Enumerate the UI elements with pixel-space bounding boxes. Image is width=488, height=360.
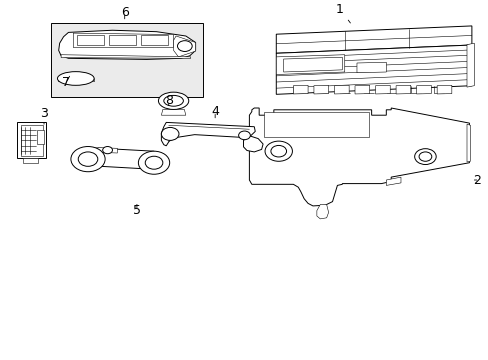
Ellipse shape — [163, 95, 183, 106]
Polygon shape — [293, 85, 307, 94]
Polygon shape — [17, 122, 46, 158]
Polygon shape — [466, 43, 473, 87]
Polygon shape — [173, 36, 195, 57]
Text: 4: 4 — [211, 105, 219, 118]
Polygon shape — [98, 148, 117, 153]
Polygon shape — [466, 124, 469, 162]
Polygon shape — [77, 35, 104, 45]
Polygon shape — [51, 23, 203, 97]
Polygon shape — [161, 122, 255, 146]
Polygon shape — [249, 108, 468, 206]
Polygon shape — [109, 35, 136, 45]
Polygon shape — [243, 136, 263, 152]
Circle shape — [177, 41, 192, 51]
Text: 5: 5 — [133, 204, 141, 217]
Polygon shape — [141, 35, 167, 45]
Polygon shape — [23, 158, 38, 163]
Text: 1: 1 — [335, 3, 350, 23]
Polygon shape — [416, 85, 430, 94]
Polygon shape — [283, 57, 342, 72]
Polygon shape — [276, 55, 344, 75]
Polygon shape — [386, 177, 400, 185]
Polygon shape — [375, 85, 389, 94]
Polygon shape — [334, 85, 348, 94]
Text: 2: 2 — [472, 174, 480, 186]
Polygon shape — [61, 55, 190, 58]
Polygon shape — [161, 109, 185, 115]
Polygon shape — [264, 112, 368, 137]
Polygon shape — [276, 45, 471, 94]
Polygon shape — [313, 85, 328, 94]
Circle shape — [418, 152, 431, 161]
Circle shape — [270, 145, 286, 157]
Text: 6: 6 — [121, 6, 128, 19]
Circle shape — [161, 127, 179, 140]
Polygon shape — [356, 62, 386, 73]
Polygon shape — [354, 85, 369, 94]
Circle shape — [145, 156, 163, 169]
Polygon shape — [20, 125, 43, 156]
Polygon shape — [276, 26, 471, 53]
Polygon shape — [436, 85, 451, 94]
Circle shape — [264, 141, 292, 161]
Polygon shape — [316, 204, 328, 219]
Circle shape — [78, 152, 98, 166]
Ellipse shape — [57, 72, 94, 85]
Circle shape — [102, 147, 112, 154]
Ellipse shape — [158, 92, 188, 109]
Text: 3: 3 — [40, 107, 48, 124]
Polygon shape — [83, 148, 159, 169]
Circle shape — [138, 151, 169, 174]
Text: 7: 7 — [62, 76, 70, 89]
Polygon shape — [73, 33, 173, 48]
Polygon shape — [59, 30, 195, 59]
Polygon shape — [395, 85, 410, 94]
Text: 8: 8 — [164, 94, 172, 107]
Circle shape — [238, 131, 250, 140]
Circle shape — [71, 147, 105, 172]
Polygon shape — [37, 130, 44, 144]
Circle shape — [414, 149, 435, 165]
